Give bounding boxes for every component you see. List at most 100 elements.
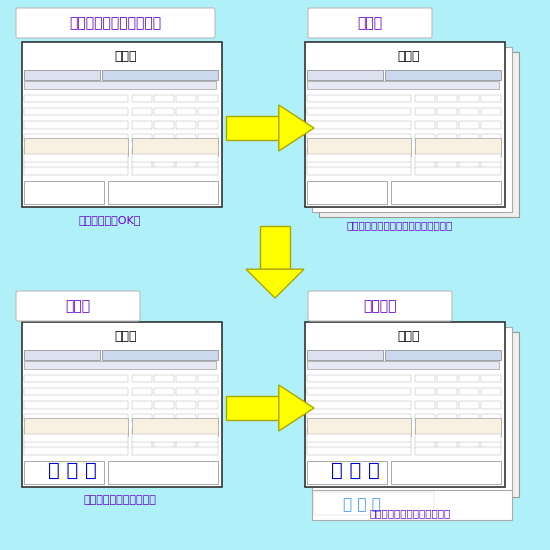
Bar — [415, 434, 501, 442]
Bar — [24, 167, 128, 175]
Bar — [24, 161, 128, 168]
Bar — [22, 322, 222, 487]
Bar — [415, 108, 435, 115]
Bar — [176, 427, 196, 435]
Bar — [198, 414, 218, 422]
Bar — [459, 134, 479, 142]
Text: な ま え: な ま え — [48, 461, 96, 480]
Bar — [24, 401, 128, 409]
Bar — [437, 401, 457, 409]
Bar — [459, 414, 479, 422]
Bar — [132, 121, 152, 129]
Bar — [481, 375, 501, 382]
Bar — [307, 154, 411, 162]
Bar — [307, 350, 383, 360]
Bar — [176, 401, 196, 409]
Text: 重ねる: 重ねる — [358, 16, 383, 30]
Bar — [226, 116, 279, 140]
Bar — [24, 138, 128, 156]
Bar — [24, 447, 128, 455]
Bar — [307, 167, 411, 175]
Bar — [154, 401, 174, 409]
Bar — [481, 427, 501, 435]
Bar — [198, 375, 218, 382]
Bar — [415, 401, 435, 409]
Bar — [198, 95, 218, 102]
Bar — [132, 138, 218, 156]
Bar — [437, 134, 457, 142]
Bar — [176, 95, 196, 102]
Bar — [415, 167, 501, 175]
Bar — [307, 147, 411, 155]
Text: な ま え: な ま え — [331, 461, 380, 480]
Text: 手書き: 手書き — [65, 299, 91, 313]
Bar — [198, 427, 218, 435]
Bar — [132, 388, 152, 395]
Bar — [24, 121, 128, 129]
Bar — [307, 441, 411, 448]
Bar — [176, 414, 196, 422]
Bar — [385, 70, 501, 80]
Bar — [307, 361, 499, 369]
Bar — [391, 180, 501, 204]
Bar — [437, 147, 457, 155]
Text: 必要に応じてホッチキス等で止める。: 必要に応じてホッチキス等で止める。 — [347, 220, 453, 230]
Bar — [154, 161, 174, 168]
Bar — [319, 332, 519, 497]
Bar — [198, 161, 218, 168]
Bar — [481, 147, 501, 155]
Bar — [415, 427, 435, 435]
Bar — [132, 161, 152, 168]
Bar — [307, 375, 411, 382]
Bar — [226, 396, 279, 420]
Bar — [437, 375, 457, 382]
Bar — [24, 434, 128, 442]
Bar — [154, 121, 174, 129]
Bar — [132, 401, 152, 409]
Bar — [459, 108, 479, 115]
Bar — [307, 134, 411, 142]
Bar — [307, 138, 411, 156]
Bar — [102, 350, 218, 360]
Bar — [459, 441, 479, 448]
FancyBboxPatch shape — [308, 291, 452, 321]
Bar — [154, 388, 174, 395]
Bar — [24, 154, 128, 162]
Bar — [198, 441, 218, 448]
Bar — [24, 441, 128, 448]
Bar — [24, 95, 128, 102]
Bar — [459, 121, 479, 129]
Bar — [24, 460, 104, 483]
Bar — [437, 414, 457, 422]
Bar — [24, 134, 128, 142]
Bar — [481, 134, 501, 142]
Polygon shape — [279, 105, 314, 151]
Bar — [132, 414, 152, 422]
Bar — [415, 121, 435, 129]
Bar — [176, 108, 196, 115]
Text: コピー機でもOK！: コピー機でもOK！ — [79, 215, 141, 225]
Bar — [415, 154, 501, 162]
Bar — [391, 460, 501, 483]
Bar — [415, 95, 435, 102]
FancyBboxPatch shape — [16, 8, 215, 38]
Bar — [24, 180, 104, 204]
Bar — [24, 427, 128, 435]
Text: 下に複写: 下に複写 — [363, 299, 397, 313]
Bar — [437, 121, 457, 129]
Bar — [481, 121, 501, 129]
Bar — [132, 108, 152, 115]
Bar — [132, 167, 218, 175]
Bar — [459, 375, 479, 382]
Bar — [437, 161, 457, 168]
Bar — [307, 414, 411, 422]
Bar — [132, 441, 152, 448]
Bar — [108, 180, 218, 204]
Bar — [481, 161, 501, 168]
Bar — [307, 417, 411, 436]
Text: な ま え: な ま え — [343, 497, 381, 513]
Bar — [481, 95, 501, 102]
Bar — [132, 95, 152, 102]
Bar — [312, 327, 512, 492]
Text: ボールペンで書きます。: ボールペンで書きます。 — [84, 495, 156, 505]
